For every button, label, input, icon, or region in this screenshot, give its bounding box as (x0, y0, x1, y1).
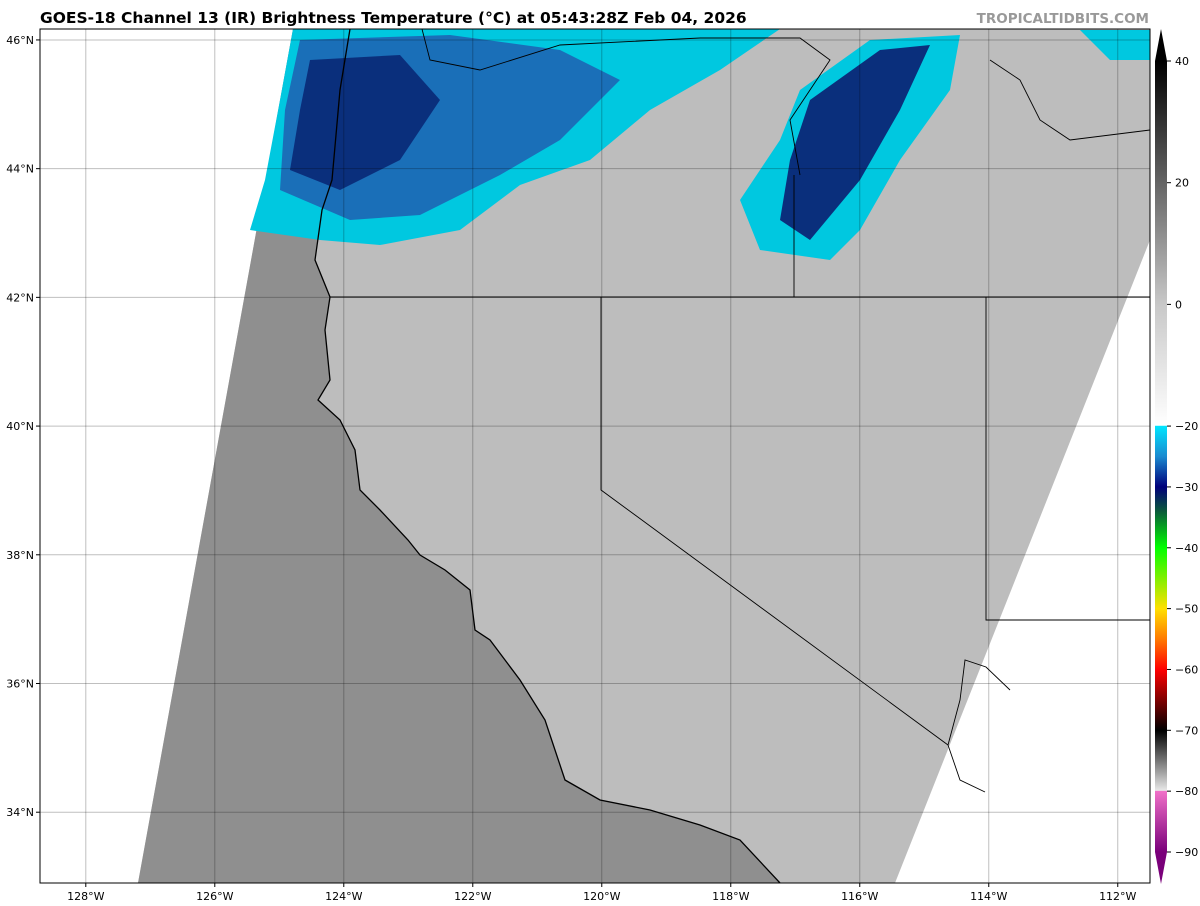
ocean (138, 29, 780, 883)
lat-tick-label: 46°N (6, 34, 34, 47)
colorbar-tick-label: −40 (1175, 542, 1198, 555)
lon-tick-label: 122°W (454, 890, 491, 903)
colorbar-tick-label: −50 (1175, 603, 1198, 616)
cloud-band-east-core (780, 45, 930, 240)
map-frame (39, 28, 1151, 884)
lon-tick-label: 124°W (325, 890, 362, 903)
lon-tick-label: 116°W (841, 890, 878, 903)
cloud-patch-ne (1080, 30, 1150, 60)
map-title: GOES-18 Channel 13 (IR) Brightness Tempe… (40, 9, 747, 27)
colorbar-tick-label: 0 (1175, 298, 1182, 311)
lat-tick-label: 36°N (6, 677, 34, 690)
lon-tick-label: 120°W (583, 890, 620, 903)
colorbar-tick-label: −20 (1175, 420, 1198, 433)
lon-tick-label: 128°W (67, 890, 104, 903)
colorbar-max-extend (1155, 29, 1167, 61)
coastline (314, 29, 781, 883)
colorbar-tick-label: 40 (1175, 55, 1189, 68)
colorbar-tick-label: −60 (1175, 663, 1198, 676)
lon-tick-label: 126°W (196, 890, 233, 903)
colorbar-min-extend (1155, 852, 1167, 884)
state-borders (330, 29, 1150, 793)
lat-tick-label: 38°N (6, 549, 34, 562)
lat-tick-label: 42°N (6, 291, 34, 304)
watermark: TROPICALTIDBITS.COM (976, 11, 1149, 27)
lon-tick-label: 112°W (1099, 890, 1136, 903)
colorbar-gradient (1155, 61, 1167, 852)
cloud-band-north-cold (290, 55, 440, 190)
colorbar-tick-label: −30 (1175, 481, 1198, 494)
colorbar-tick-label: −80 (1175, 785, 1198, 798)
lat-tick-label: 44°N (6, 163, 34, 176)
lon-tick-label: 114°W (970, 890, 1007, 903)
lat-tick-label: 40°N (6, 420, 34, 433)
colorbar-tick-label: −90 (1175, 846, 1198, 859)
axes: 128°W 126°W 124°W 122°W 120°W 118°W 116°W 114°W… (6, 34, 1136, 903)
colorbar: 40 20 0 −20 −30 −40 −50 −60 −70 −80 −90 (1155, 29, 1198, 884)
gridlines (40, 29, 1150, 883)
colorbar-tick-label: 20 (1175, 177, 1189, 190)
colorbar-tick-label: −70 (1175, 724, 1198, 737)
lon-tick-label: 118°W (712, 890, 749, 903)
lat-tick-label: 34°N (6, 806, 34, 819)
